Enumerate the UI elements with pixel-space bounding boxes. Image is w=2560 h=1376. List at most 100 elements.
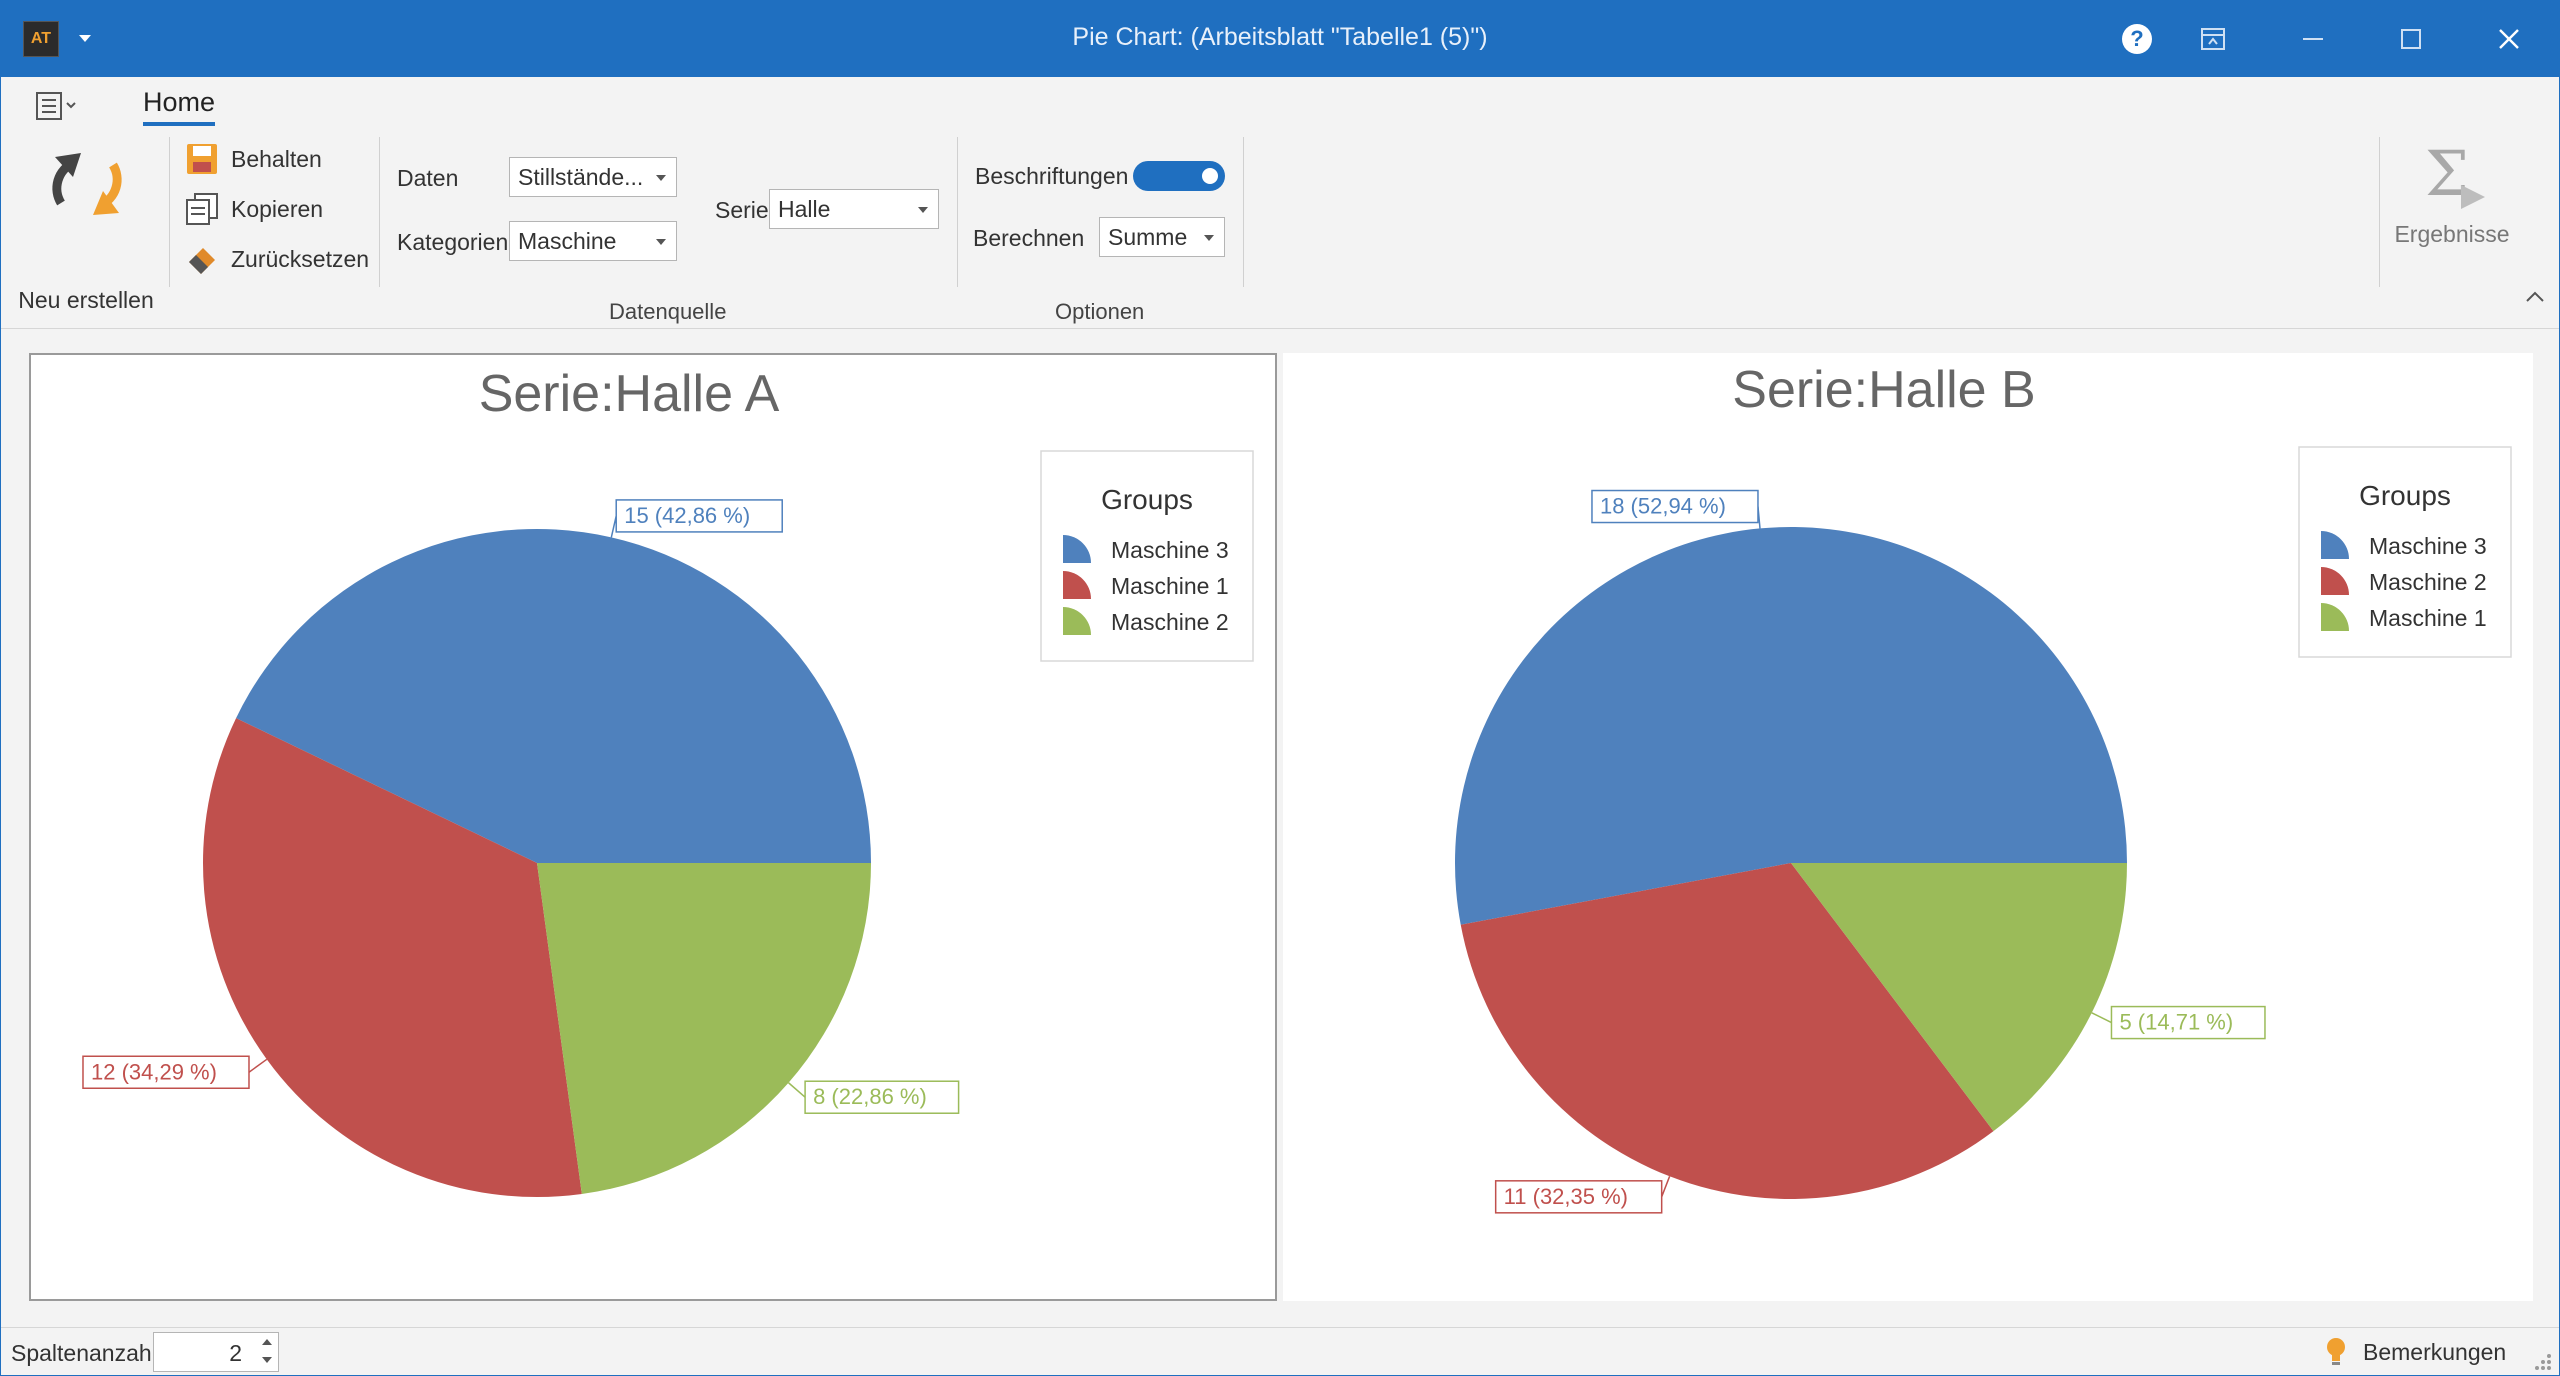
tab-home[interactable]: Home <box>143 87 216 126</box>
legend-marker-icon <box>2321 603 2349 631</box>
data-label-connector <box>610 515 617 538</box>
refresh-icon <box>52 153 122 215</box>
pie-slice-maschine-1[interactable] <box>202 718 582 1197</box>
help-button[interactable]: ? <box>2113 15 2161 63</box>
minimize-icon <box>2303 38 2323 40</box>
berechnen-value: Summe <box>1108 224 1188 250</box>
chart-legend: Groups Maschine 3 Maschine 2 Maschine 1 <box>2298 446 2512 658</box>
data-label: 11 (32,35 %) <box>1504 1184 1628 1209</box>
serie-label: Serie <box>715 197 769 223</box>
ribbon-separator <box>1243 137 1244 287</box>
berechnen-dropdown[interactable]: Summe <box>1099 217 1225 257</box>
toggle-knob <box>1202 168 1218 184</box>
data-label-box <box>82 1055 250 1090</box>
ribbon: Home Neu erstellen Behalten <box>1 77 2559 329</box>
copy-icon <box>186 193 218 225</box>
beschriftungen-toggle[interactable] <box>1133 161 1225 191</box>
data-label-connector <box>1660 1176 1671 1198</box>
legend-item: Maschine 3 <box>2369 533 2487 559</box>
data-label-connector <box>2091 1012 2112 1024</box>
berechnen-label: Berechnen <box>973 225 1085 251</box>
minimize-button[interactable] <box>2289 15 2337 63</box>
behalten-button[interactable]: Behalten <box>185 139 322 179</box>
close-icon <box>2499 29 2519 49</box>
quick-access-dropdown-icon[interactable] <box>79 35 91 42</box>
data-label-box <box>615 499 783 533</box>
data-label-connector <box>788 1082 806 1098</box>
title-bar: AT Pie Chart: (Arbeitsblatt "Tabelle1 (5… <box>1 1 2559 77</box>
ribbon-separator <box>379 137 380 287</box>
kategorien-value: Maschine <box>518 228 617 254</box>
pie-slice-maschine-2[interactable] <box>1460 863 1994 1199</box>
group-label-datenquelle: Datenquelle <box>609 299 727 324</box>
close-button[interactable] <box>2485 15 2533 63</box>
pie-chart-halle-b: Serie:Halle B 18 (52,94 %) 11 (32,35 %) 5 (… <box>1455 361 2512 1214</box>
eraser-icon <box>189 248 215 274</box>
legend-marker-icon <box>2321 567 2349 595</box>
behalten-label: Behalten <box>231 145 322 172</box>
legend-item: Maschine 2 <box>1111 609 1229 635</box>
file-menu-button[interactable] <box>33 89 81 123</box>
kategorien-label: Kategorien <box>397 229 509 255</box>
chevron-down-icon <box>1204 235 1214 241</box>
chart-panel-halle-a[interactable]: Serie:Halle A 15 (42,86 %) 12 (34,29 %) 8 (… <box>29 353 1277 1301</box>
collapse-ribbon-button[interactable] <box>2525 289 2545 303</box>
daten-value: Stillstände... <box>518 164 644 190</box>
legend-item: Maschine 1 <box>2369 605 2487 631</box>
neu-erstellen-label: Neu erstellen <box>18 287 154 313</box>
legend-marker-icon <box>2321 531 2349 559</box>
spin-up-icon[interactable] <box>262 1339 272 1345</box>
zuruecksetzen-label: Zurücksetzen <box>231 245 370 272</box>
spaltenanzahl-spinner[interactable]: 2 <box>153 1332 279 1372</box>
legend-item: Maschine 1 <box>1111 573 1229 599</box>
chevron-down-icon <box>918 207 928 213</box>
chart-area: Serie:Halle A 15 (42,86 %) 12 (34,29 %) 8 (… <box>1 329 2559 1327</box>
spin-down-icon[interactable] <box>262 1357 272 1363</box>
data-label: 12 (34,29 %) <box>91 1059 217 1084</box>
legend-title: Groups <box>2359 480 2451 511</box>
ergebnisse-button[interactable]: Σ Ergebnisse <box>2385 139 2519 259</box>
status-bar: Spaltenanzahl 2 Bemerkungen <box>1 1327 2559 1375</box>
window-title: Pie Chart: (Arbeitsblatt "Tabelle1 (5)") <box>1072 23 1488 51</box>
legend-item: Maschine 3 <box>1111 537 1229 563</box>
data-label-box <box>2110 1005 2266 1040</box>
ribbon-display-options-button[interactable] <box>2189 15 2237 63</box>
pie-slice-maschine-3[interactable] <box>1455 527 2127 925</box>
daten-label: Daten <box>397 165 459 191</box>
maximize-button[interactable] <box>2387 15 2435 63</box>
ribbon-separator <box>957 137 958 287</box>
legend-item: Maschine 2 <box>2369 569 2487 595</box>
ribbon-separator <box>169 137 170 287</box>
data-label: 5 (14,71 %) <box>2119 1010 2233 1035</box>
chart-title: Serie:Halle B <box>1732 361 2035 419</box>
bemerkungen-button[interactable]: Bemerkungen <box>2325 1334 2506 1370</box>
serie-value: Halle <box>778 196 831 222</box>
zuruecksetzen-button[interactable]: Zurücksetzen <box>185 239 369 279</box>
data-label-box <box>1591 489 1759 524</box>
save-icon <box>187 144 217 174</box>
serie-dropdown[interactable]: Halle <box>769 189 939 229</box>
data-label: 18 (52,94 %) <box>1600 494 1726 519</box>
data-label-box <box>1494 1180 1663 1214</box>
kopieren-button[interactable]: Kopieren <box>185 189 323 229</box>
pie-slice-maschine-3[interactable] <box>236 529 871 863</box>
pie-slice-maschine-2[interactable] <box>537 863 871 1194</box>
kategorien-dropdown[interactable]: Maschine <box>509 221 677 261</box>
app-logo-icon[interactable]: AT <box>23 21 59 57</box>
legend-title: Groups <box>1101 484 1193 515</box>
data-label: 8 (22,86 %) <box>813 1084 927 1109</box>
neu-erstellen-button[interactable]: Neu erstellen <box>11 143 161 313</box>
group-label-optionen: Optionen <box>1055 299 1145 324</box>
chart-legend: Groups Maschine 3 Maschine 1 Maschine 2 <box>1040 450 1254 662</box>
resize-grip-icon[interactable] <box>2529 1348 2553 1372</box>
file-menu-icon <box>36 92 76 120</box>
chart-panel-halle-b[interactable]: Serie:Halle B 18 (52,94 %) 11 (32,35 %) 5 (… <box>1283 353 2533 1301</box>
pie-slice-maschine-1[interactable] <box>1791 863 2127 1132</box>
daten-dropdown[interactable]: Stillstände... <box>509 157 677 197</box>
legend-marker-icon <box>1063 607 1091 635</box>
help-icon: ? <box>2122 24 2152 54</box>
lightbulb-icon <box>2327 1338 2345 1365</box>
beschriftungen-label: Beschriftungen <box>975 163 1129 189</box>
legend-marker-icon <box>1063 535 1091 563</box>
